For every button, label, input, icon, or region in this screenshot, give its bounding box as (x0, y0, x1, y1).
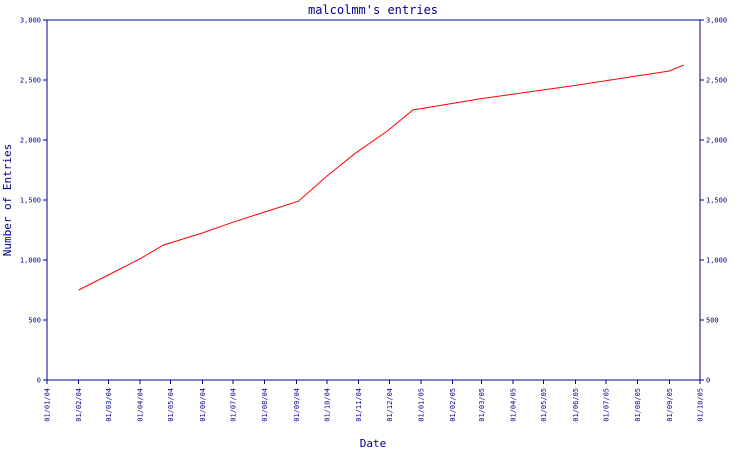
x-tick-label: 01/07/05 (602, 388, 610, 422)
x-tick-label: 01/01/04 (44, 388, 52, 422)
x-tick-label: 01/07/04 (229, 388, 237, 422)
x-tick-label: 01/01/05 (418, 388, 426, 422)
x-tick-label: 01/05/04 (167, 388, 175, 422)
chart-title: malcolmm's entries (308, 3, 438, 17)
x-tick-label: 01/03/04 (105, 388, 113, 422)
right-y-axis-ticks: 0 500 1,000 1,500 2,000 2,500 3,000 (700, 17, 727, 385)
x-tick-label: 01/09/05 (666, 388, 674, 422)
x-tick-label: 01/10/05 (697, 388, 705, 422)
x-tick-label: 01/04/04 (136, 388, 144, 422)
x-tick-label: 01/02/04 (75, 388, 83, 422)
left-y-tick-label: 500 (28, 317, 41, 325)
x-tick-label: 01/11/04 (355, 388, 363, 422)
right-y-tick-label: 2,500 (706, 77, 727, 85)
x-tick-label: 01/03/05 (478, 388, 486, 422)
right-y-tick-label: 1,500 (706, 197, 727, 205)
entries-series-line (78, 64, 684, 291)
y-axis-title: Number of Entries (1, 144, 14, 257)
right-y-tick-label: 3,000 (706, 17, 727, 25)
right-y-tick-label: 0 (706, 377, 710, 385)
series-layer (78, 64, 684, 291)
left-y-tick-label: 2,000 (20, 137, 41, 145)
x-tick-label: 01/05/05 (540, 388, 548, 422)
x-tick-label: 01/09/04 (293, 388, 301, 422)
left-y-tick-label: 3,000 (20, 17, 41, 25)
left-y-tick-label: 2,500 (20, 77, 41, 85)
x-tick-label: 01/06/04 (199, 388, 207, 422)
x-axis-title: Date (360, 437, 387, 450)
right-y-tick-label: 1,000 (706, 257, 727, 265)
x-tick-label: 01/08/04 (261, 388, 269, 422)
x-tick-label: 01/02/05 (449, 388, 457, 422)
right-y-tick-label: 500 (706, 317, 719, 325)
x-tick-label: 01/08/05 (634, 388, 642, 422)
left-y-tick-label: 1,500 (20, 197, 41, 205)
x-tick-label: 01/06/05 (572, 388, 580, 422)
x-tick-label: 01/04/05 (509, 388, 517, 422)
x-tick-label: 01/10/04 (324, 388, 332, 422)
left-y-tick-label: 0 (37, 377, 41, 385)
x-tick-label: 01/12/04 (386, 388, 394, 422)
right-y-tick-label: 2,000 (706, 137, 727, 145)
x-axis-ticks: 01/01/04 01/02/04 01/03/04 01/04/04 01/05/04… (44, 380, 705, 422)
left-y-axis-ticks: 0 500 1,000 1,500 2,000 2,500 3,000 (20, 17, 47, 385)
left-y-tick-label: 1,000 (20, 257, 41, 265)
plot-area (46, 19, 701, 381)
